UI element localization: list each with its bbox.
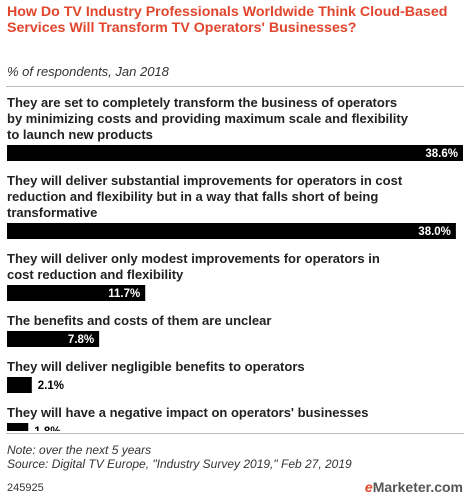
value-label: 11.7% (108, 288, 140, 300)
value-label: 38.6% (425, 148, 458, 160)
bar (7, 223, 456, 239)
category-label: The benefits and costs of them are uncle… (7, 313, 271, 328)
category-label: transformative (7, 205, 97, 220)
category-label: They will deliver substantial improvemen… (7, 173, 403, 188)
logo-e: e (364, 479, 373, 495)
bar-chart: They are set to completely transform the… (7, 95, 463, 431)
value-label: 7.8% (68, 334, 94, 346)
category-label: to launch new products (7, 127, 153, 142)
logo-name: Marketer (372, 479, 431, 495)
emarketer-logo[interactable]: eMarketer.com (365, 479, 463, 495)
category-label: cost reduction and flexibility (7, 267, 184, 282)
bar (7, 145, 463, 161)
chart-note: Note: over the next 5 years (7, 443, 152, 457)
value-label: 38.0% (418, 226, 451, 238)
bottom-divider (6, 433, 464, 434)
chart-source: Source: Digital TV Europe, "Industry Sur… (7, 457, 352, 471)
category-label: reduction and flexibility but in a way t… (7, 189, 378, 204)
value-label: 2.1% (38, 380, 64, 392)
category-label: They will have a negative impact on oper… (7, 405, 368, 420)
category-label: by minimizing costs and providing maximu… (7, 111, 409, 126)
chart-subtitle: % of respondents, Jan 2018 (7, 64, 169, 79)
chart-title: How Do TV Industry Professionals Worldwi… (7, 4, 448, 36)
chart-id: 245925 (7, 482, 44, 494)
value-label: 1.8% (34, 426, 60, 431)
top-divider (6, 86, 464, 87)
category-label: They are set to completely transform the… (7, 95, 397, 110)
category-label: They will deliver only modest improvemen… (7, 251, 380, 266)
bar (7, 423, 29, 431)
bar (7, 331, 100, 347)
bar (7, 285, 146, 301)
bar (7, 377, 32, 393)
logo-suffix: .com (430, 479, 463, 495)
category-label: They will deliver negligible benefits to… (7, 359, 305, 374)
